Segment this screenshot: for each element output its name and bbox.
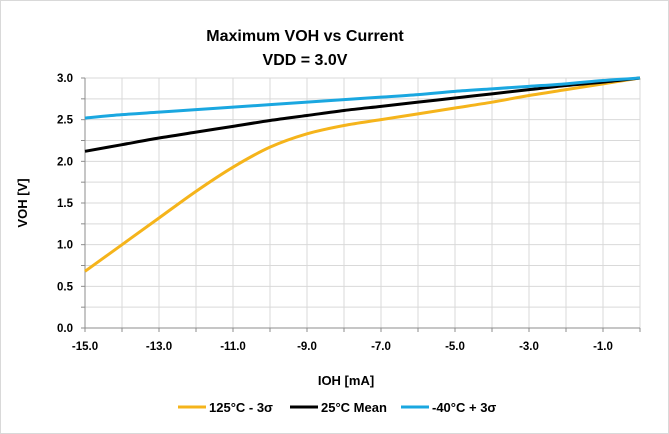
- x-tick-label: -11.0: [220, 341, 246, 353]
- x-tick-label: -9.0: [297, 341, 317, 353]
- series-lines: [84, 76, 641, 273]
- x-tick-label: -5.0: [445, 341, 465, 353]
- y-tick-label: 3.0: [57, 73, 73, 85]
- tick-labels: -15.0 -13.0 -11.0 -9.0 -7.0 -5.0 -3.0 -1.0 0.0 0.…: [57, 73, 613, 353]
- x-axis-label: IOH [mA]: [318, 373, 374, 388]
- legend-label: 25°C Mean: [321, 400, 387, 415]
- x-tick-label: -3.0: [519, 341, 539, 353]
- legend-label: -40°C + 3σ: [432, 400, 496, 415]
- y-tick-label: 2.0: [57, 156, 73, 168]
- legend-label: 125°C - 3σ: [209, 400, 273, 415]
- x-tick-label: -7.0: [371, 341, 391, 353]
- series-line-1: [84, 76, 641, 153]
- x-tick-label: -15.0: [72, 341, 98, 353]
- grid: [85, 77, 641, 328]
- chart-title-line2: VDD = 3.0V: [263, 52, 348, 69]
- y-tick-label: 2.5: [57, 115, 74, 127]
- chart-title-line1: Maximum VOH vs Current: [206, 28, 404, 45]
- y-axis-label: VOH [V]: [15, 178, 30, 227]
- series-line-0: [84, 76, 641, 273]
- axes: [81, 77, 641, 332]
- y-tick-label: 1.0: [57, 240, 73, 252]
- y-tick-label: 0.0: [57, 323, 73, 335]
- x-tick-label: -13.0: [146, 341, 172, 353]
- y-tick-label: 0.5: [57, 281, 74, 293]
- y-tick-label: 1.5: [57, 198, 74, 210]
- series-line-2: [84, 76, 641, 120]
- x-tick-label: -1.0: [593, 341, 613, 353]
- legend: 125°C - 3σ 25°C Mean -40°C + 3σ: [178, 400, 496, 415]
